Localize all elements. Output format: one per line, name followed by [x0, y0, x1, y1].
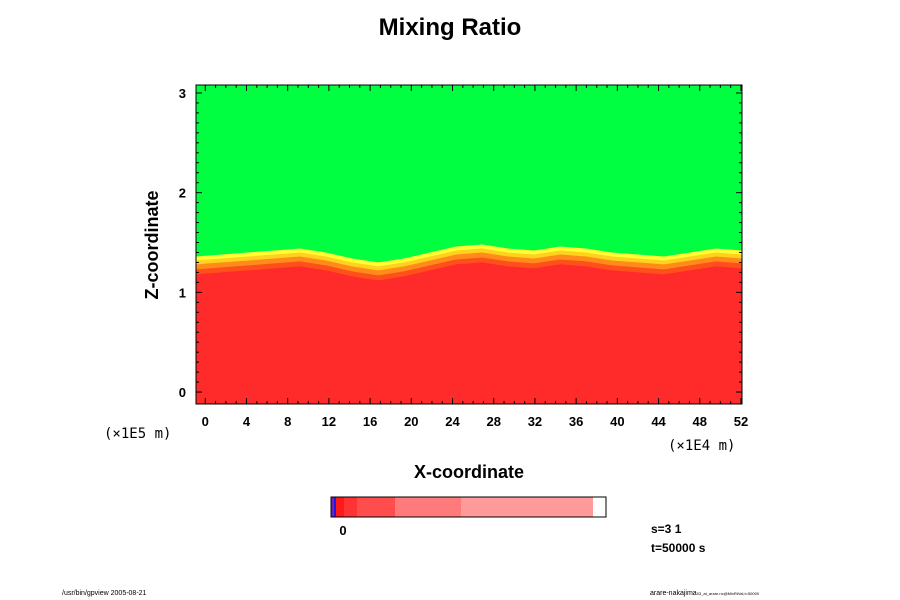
upper-region	[196, 85, 742, 263]
x-tick-label: 44	[651, 414, 666, 429]
plot-frame	[195, 84, 743, 405]
x-tick-label: 20	[404, 414, 418, 429]
x-tick-label: 16	[363, 414, 377, 429]
x-tick-label: 36	[569, 414, 583, 429]
footer-left: /usr/bin/gpview 2005-08-21	[62, 590, 147, 597]
x-tick-label: 52	[734, 414, 748, 429]
x-tick-label: 12	[322, 414, 336, 429]
y-axis-title: Z-coordinate	[142, 190, 162, 299]
colorbar-segment	[395, 497, 461, 517]
x-tick-label: 0	[202, 414, 209, 429]
y-axis: 0 1 2 3	[179, 86, 742, 400]
x-axis-title: X-coordinate	[414, 462, 524, 482]
colorbar-segment	[357, 497, 395, 517]
colorbar	[331, 497, 593, 517]
x-tick-label: 48	[693, 414, 707, 429]
footer-right-small: 03_at_arare.nc@MixRtVal,t=50000	[696, 591, 760, 596]
colorbar-tick-label: 0	[339, 523, 346, 538]
chart-title: Mixing Ratio	[378, 14, 522, 41]
y-tick-label: 1	[179, 285, 186, 300]
heatmap-field	[196, 85, 742, 404]
colorbar-segment	[336, 497, 344, 517]
y-tick-label: 3	[179, 86, 186, 101]
x-tick-label: 28	[486, 414, 500, 429]
y-tick-label: 2	[179, 186, 186, 201]
footer-right: arare-nakajima03_at_arare.nc@MixRtVal,t=…	[650, 590, 759, 597]
y-tick-label: 0	[179, 385, 186, 400]
x-tick-label: 4	[243, 414, 251, 429]
time-label: t=50000 s	[651, 541, 706, 555]
colorbar-segment	[461, 497, 593, 517]
x-tick-label: 40	[610, 414, 624, 429]
footer-right-main: arare-nakajima	[650, 590, 697, 597]
x-tick-label: 24	[445, 414, 460, 429]
y-unit-label: (×1E5 m)	[104, 426, 171, 442]
colorbar-frame	[330, 496, 607, 518]
step-label: s=3 1	[651, 522, 682, 536]
colorbar-segment	[331, 497, 334, 517]
colorbar-segment	[334, 497, 336, 517]
x-tick-label: 32	[528, 414, 542, 429]
x-tick-label: 8	[284, 414, 291, 429]
x-unit-label: (×1E4 m)	[668, 438, 735, 454]
colorbar-segment	[344, 497, 357, 517]
x-axis: 0 4 8 12 16 20 24 28 32 36 40 44 48 52	[202, 85, 748, 429]
